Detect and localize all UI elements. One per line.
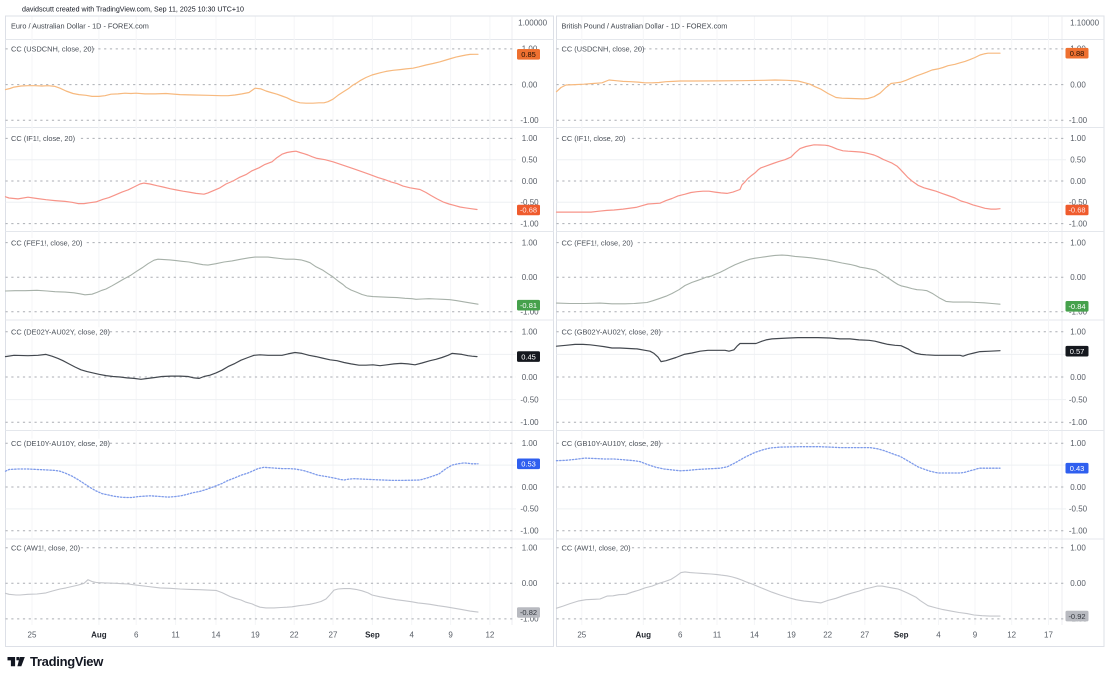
- svg-text:-0.68: -0.68: [520, 206, 537, 215]
- svg-text:11: 11: [713, 630, 722, 639]
- svg-text:4: 4: [936, 630, 941, 639]
- svg-text:1.10000: 1.10000: [1070, 19, 1099, 28]
- svg-text:CC (DE02Y-AU02Y, close, 20): CC (DE02Y-AU02Y, close, 20): [11, 328, 110, 337]
- svg-text:27: 27: [860, 630, 869, 639]
- svg-text:-1.00: -1.00: [520, 527, 539, 536]
- svg-text:-1.00: -1.00: [1069, 219, 1088, 228]
- svg-text:British Pound / Australian Dol: British Pound / Australian Dollar - 1D -…: [562, 21, 728, 30]
- svg-text:CC (FEF1!, close, 20): CC (FEF1!, close, 20): [11, 238, 82, 247]
- svg-text:-0.50: -0.50: [1069, 198, 1088, 207]
- svg-text:davidscutt created with Tradin: davidscutt created with TradingView.com,…: [22, 6, 244, 14]
- svg-text:-0.50: -0.50: [520, 198, 539, 207]
- svg-text:0.88: 0.88: [1070, 49, 1085, 58]
- svg-text:17: 17: [1044, 630, 1053, 639]
- svg-text:-1.00: -1.00: [1069, 527, 1088, 536]
- svg-text:0.00: 0.00: [522, 579, 538, 588]
- svg-text:CC (DE10Y-AU10Y, close, 20): CC (DE10Y-AU10Y, close, 20): [11, 439, 110, 448]
- svg-text:-0.92: -0.92: [1068, 612, 1085, 621]
- svg-text:CC (AW1!, close, 20): CC (AW1!, close, 20): [11, 544, 80, 553]
- svg-text:-1.00: -1.00: [520, 418, 539, 427]
- svg-text:-1.00: -1.00: [1069, 418, 1088, 427]
- svg-text:14: 14: [750, 630, 759, 639]
- svg-text:9: 9: [448, 630, 453, 639]
- svg-text:1.00000: 1.00000: [518, 19, 547, 28]
- svg-text:6: 6: [678, 630, 683, 639]
- svg-text:19: 19: [251, 630, 260, 639]
- svg-text:-0.81: -0.81: [520, 301, 537, 310]
- svg-text:1.00: 1.00: [1070, 328, 1086, 337]
- svg-text:4: 4: [409, 630, 414, 639]
- svg-text:0.45: 0.45: [521, 352, 536, 361]
- svg-text:9: 9: [973, 630, 978, 639]
- svg-text:-0.50: -0.50: [520, 505, 539, 514]
- svg-text:CC (GB10Y-AU10Y, close, 20): CC (GB10Y-AU10Y, close, 20): [562, 439, 661, 448]
- svg-text:14: 14: [212, 630, 221, 639]
- svg-text:1.00: 1.00: [1070, 134, 1086, 143]
- svg-text:CC (AW1!, close, 20): CC (AW1!, close, 20): [562, 544, 631, 553]
- svg-text:19: 19: [787, 630, 796, 639]
- svg-text:6: 6: [134, 630, 139, 639]
- svg-text:0.00: 0.00: [522, 373, 538, 382]
- svg-text:-1.00: -1.00: [520, 308, 539, 317]
- svg-text:-0.84: -0.84: [1068, 302, 1085, 311]
- svg-text:1.00: 1.00: [522, 544, 538, 553]
- svg-text:-0.82: -0.82: [520, 608, 537, 617]
- svg-text:-1.00: -1.00: [1069, 116, 1088, 125]
- svg-text:0.53: 0.53: [521, 460, 536, 469]
- svg-text:CC (GB02Y-AU02Y, close, 20): CC (GB02Y-AU02Y, close, 20): [562, 328, 661, 337]
- svg-text:-1.00: -1.00: [520, 219, 539, 228]
- svg-text:0.00: 0.00: [1070, 373, 1086, 382]
- svg-text:0.00: 0.00: [522, 177, 538, 186]
- svg-text:0.00: 0.00: [1070, 483, 1086, 492]
- svg-text:25: 25: [577, 630, 586, 639]
- svg-text:0.00: 0.00: [1070, 177, 1086, 186]
- svg-text:0.00: 0.00: [522, 80, 538, 89]
- svg-text:CC (USDCNH, close, 20): CC (USDCNH, close, 20): [562, 45, 645, 54]
- svg-text:Aug: Aug: [636, 630, 652, 639]
- svg-text:CC (IF1!, close, 20): CC (IF1!, close, 20): [562, 134, 626, 143]
- svg-text:12: 12: [485, 630, 494, 639]
- svg-text:0.50: 0.50: [1070, 156, 1086, 165]
- svg-text:TradingView: TradingView: [30, 654, 104, 669]
- svg-text:-1.00: -1.00: [1069, 308, 1088, 317]
- svg-text:12: 12: [1007, 630, 1016, 639]
- svg-text:CC (USDCNH, close, 20): CC (USDCNH, close, 20): [11, 45, 94, 54]
- svg-text:-0.50: -0.50: [1069, 505, 1088, 514]
- svg-text:22: 22: [290, 630, 299, 639]
- svg-text:-0.68: -0.68: [1068, 206, 1085, 215]
- svg-text:0.00: 0.00: [1070, 579, 1086, 588]
- svg-text:27: 27: [329, 630, 338, 639]
- svg-text:0.00: 0.00: [522, 273, 538, 282]
- svg-text:0.43: 0.43: [1070, 464, 1085, 473]
- svg-text:0.50: 0.50: [522, 156, 538, 165]
- svg-text:-0.50: -0.50: [520, 395, 539, 404]
- svg-text:0.00: 0.00: [1070, 80, 1086, 89]
- svg-text:1.00: 1.00: [522, 134, 538, 143]
- svg-text:1.00: 1.00: [522, 439, 538, 448]
- svg-text:11: 11: [171, 630, 180, 639]
- svg-text:1.00: 1.00: [1070, 238, 1086, 247]
- svg-text:0.00: 0.00: [1070, 273, 1086, 282]
- svg-text:25: 25: [28, 630, 37, 639]
- svg-text:0.85: 0.85: [521, 50, 536, 59]
- svg-text:-1.00: -1.00: [520, 615, 539, 624]
- svg-text:0.57: 0.57: [1070, 347, 1085, 356]
- svg-text:1.00: 1.00: [1070, 439, 1086, 448]
- svg-text:0.00: 0.00: [522, 483, 538, 492]
- svg-text:-1.00: -1.00: [520, 116, 539, 125]
- svg-text:CC (IF1!, close, 20): CC (IF1!, close, 20): [11, 134, 75, 143]
- svg-text:1.00: 1.00: [1070, 544, 1086, 553]
- svg-text:1.00: 1.00: [522, 238, 538, 247]
- svg-text:Sep: Sep: [894, 630, 909, 639]
- svg-text:-0.50: -0.50: [1069, 395, 1088, 404]
- svg-text:22: 22: [823, 630, 832, 639]
- svg-text:Sep: Sep: [365, 630, 380, 639]
- svg-text:1.00: 1.00: [522, 328, 538, 337]
- svg-text:CC (FEF1!, close, 20): CC (FEF1!, close, 20): [562, 238, 633, 247]
- svg-text:Euro / Australian Dollar - 1D: Euro / Australian Dollar - 1D - FOREX.co…: [11, 21, 149, 30]
- svg-text:Aug: Aug: [91, 630, 107, 639]
